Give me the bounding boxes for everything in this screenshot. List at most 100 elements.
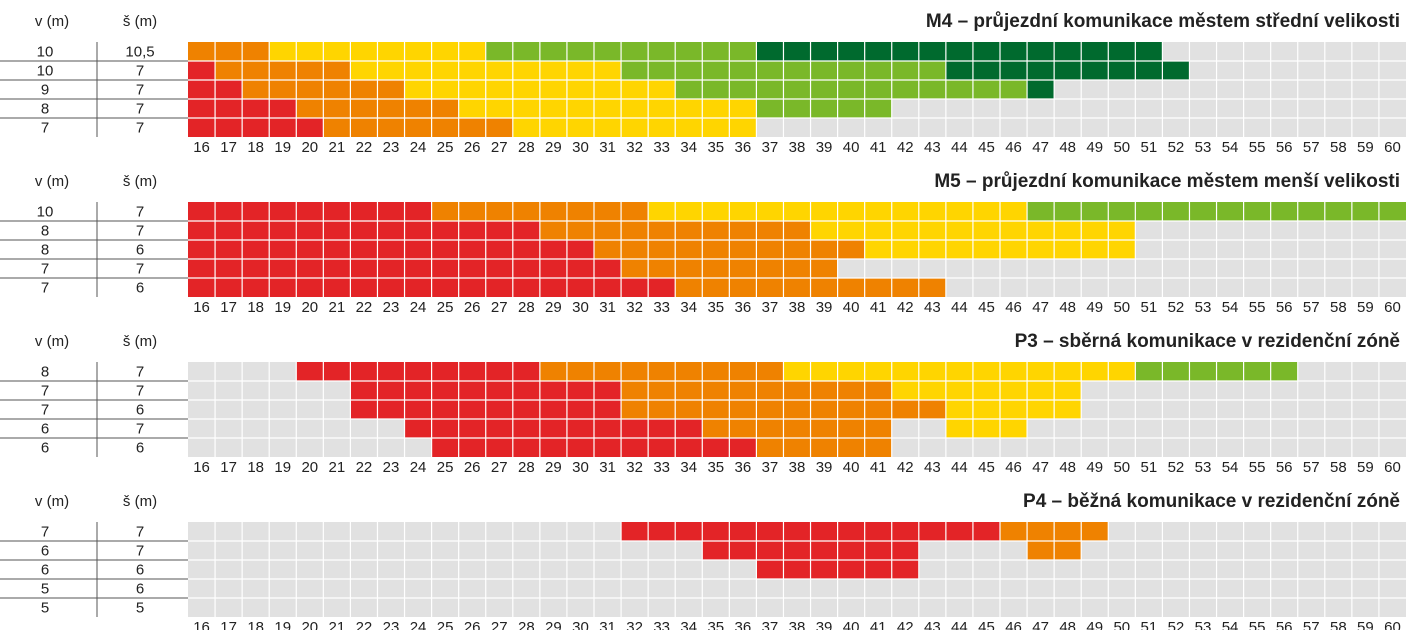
x-tick-label: 35 [707,299,724,316]
row-label-v: 7 [41,279,49,296]
x-tick-label: 26 [464,299,481,316]
chart-title: M4 – průjezdní komunikace městem střední… [926,11,1400,32]
x-tick-label: 54 [1222,299,1239,316]
cell-range [512,118,757,137]
x-tick-label: 38 [789,619,806,630]
x-tick-label: 34 [680,299,697,316]
x-tick-label: 16 [193,299,210,316]
x-tick-label: 53 [1195,139,1212,156]
x-tick-label: 53 [1195,299,1212,316]
row-label-s: 7 [136,100,144,117]
x-tick-label: 45 [978,299,995,316]
x-tick-label: 50 [1113,619,1130,630]
cell-range [945,419,1028,438]
cell-range [1027,80,1055,99]
row-label-s: 7 [136,420,144,437]
x-tick-label: 41 [870,299,887,316]
x-tick-label: 21 [329,459,346,476]
x-tick-label: 60 [1384,299,1401,316]
row-label-s: 7 [136,382,144,399]
x-tick-label: 33 [653,299,670,316]
row-label-v: 7 [41,260,49,277]
x-tick-label: 56 [1276,619,1293,630]
x-tick-label: 31 [599,459,616,476]
x-tick-label: 30 [572,619,589,630]
x-tick-label: 42 [897,619,914,630]
x-tick-label: 30 [572,139,589,156]
row-label-v: 6 [41,439,49,456]
cell-range [323,118,513,137]
x-tick-label: 20 [301,459,318,476]
x-tick-label: 60 [1384,459,1401,476]
row-label-s: 7 [136,363,144,380]
x-tick-label: 47 [1032,299,1049,316]
x-tick-label: 43 [924,459,941,476]
x-tick-label: 57 [1303,139,1320,156]
x-tick-label: 47 [1032,139,1049,156]
x-tick-label: 55 [1249,619,1266,630]
x-tick-label: 45 [978,459,995,476]
x-tick-label: 37 [762,299,779,316]
x-tick-label: 42 [897,139,914,156]
x-tick-label: 16 [193,459,210,476]
x-tick-label: 40 [843,459,860,476]
x-tick-label: 59 [1357,459,1374,476]
x-tick-label: 59 [1357,139,1374,156]
x-tick-label: 45 [978,139,995,156]
x-tick-label: 27 [491,459,508,476]
x-tick-label: 25 [437,459,454,476]
x-tick-label: 21 [329,299,346,316]
row-label-v: 9 [41,81,49,98]
cell-range [458,99,757,118]
x-tick-label: 52 [1168,139,1185,156]
x-tick-label: 34 [680,139,697,156]
x-tick-label: 48 [1059,619,1076,630]
row-label-v: 6 [41,561,49,578]
x-tick-label: 41 [870,459,887,476]
x-tick-label: 29 [545,299,562,316]
x-tick-label: 40 [843,299,860,316]
x-tick-label: 28 [518,139,535,156]
x-tick-label: 58 [1330,299,1347,316]
x-tick-label: 38 [789,139,806,156]
x-tick-label: 25 [437,139,454,156]
x-tick-label: 54 [1222,139,1239,156]
x-tick-label: 29 [545,459,562,476]
row-header: v (m) [35,173,69,190]
x-tick-label: 58 [1330,619,1347,630]
x-tick-label: 35 [707,459,724,476]
x-tick-label: 24 [410,459,427,476]
row-label-v: 10 [37,62,54,79]
x-tick-label: 18 [247,459,264,476]
x-tick-label: 23 [383,459,400,476]
x-tick-label: 57 [1303,459,1320,476]
row-label-v: 5 [41,580,49,597]
x-tick-label: 55 [1249,139,1266,156]
cell-range [188,221,540,240]
cell-range [188,202,432,221]
x-tick-label: 50 [1113,459,1130,476]
row-header: š (m) [123,493,157,510]
row-label-v: 8 [41,241,49,258]
row-header: v (m) [35,333,69,350]
x-tick-label: 37 [762,619,779,630]
x-tick-label: 51 [1141,299,1158,316]
cell-range [188,118,324,137]
x-tick-label: 26 [464,619,481,630]
x-tick-label: 33 [653,459,670,476]
row-header: š (m) [123,333,157,350]
x-tick-label: 17 [220,619,237,630]
x-tick-label: 21 [329,139,346,156]
cell-range [945,61,1190,80]
chart-title: M5 – průjezdní komunikace městem menší v… [934,171,1400,192]
row-label-s: 7 [136,260,144,277]
cell-range [702,419,892,438]
x-tick-label: 48 [1059,139,1076,156]
row-label-v: 7 [41,401,49,418]
x-tick-label: 22 [356,139,373,156]
row-header: v (m) [35,493,69,510]
x-tick-label: 51 [1141,139,1158,156]
chart-title: P4 – běžná komunikace v rezidenční zóně [1023,491,1400,512]
row-label-v: 7 [41,523,49,540]
x-tick-label: 57 [1303,299,1320,316]
